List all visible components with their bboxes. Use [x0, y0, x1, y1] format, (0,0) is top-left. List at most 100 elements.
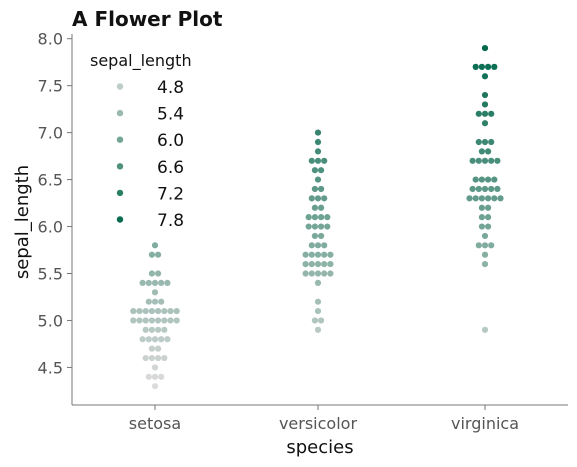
data-point: [479, 214, 485, 220]
data-point: [315, 261, 321, 267]
data-point: [482, 101, 488, 107]
data-point: [306, 223, 312, 229]
data-point: [321, 261, 327, 267]
data-point: [479, 64, 485, 70]
data-point: [473, 195, 479, 201]
data-point: [152, 383, 158, 389]
data-point: [152, 289, 158, 295]
data-point: [476, 111, 482, 117]
data-point: [152, 374, 158, 380]
data-point: [466, 195, 472, 201]
data-point: [479, 148, 485, 154]
data-point: [482, 242, 488, 248]
chart-title: A Flower Plot: [72, 7, 223, 31]
y-axis: 4.5 5.0 5.5 6.0 6.5 7.0 7.5 8.0: [38, 30, 72, 405]
y-tick-label: 5.0: [38, 311, 63, 330]
data-point: [491, 176, 497, 182]
data-point: [482, 111, 488, 117]
data-point: [140, 280, 146, 286]
data-point: [143, 327, 149, 333]
data-point: [470, 158, 476, 164]
legend-title: sepal_length: [90, 51, 192, 71]
data-point: [312, 186, 318, 192]
data-point: [324, 223, 330, 229]
legend-marker: [117, 163, 123, 169]
legend-marker: [117, 216, 123, 222]
data-point: [485, 223, 491, 229]
data-point: [315, 242, 321, 248]
data-point: [152, 242, 158, 248]
data-point: [149, 252, 155, 258]
x-tick-label: versicolor: [279, 414, 357, 433]
data-point: [482, 158, 488, 164]
data-point: [482, 233, 488, 239]
data-point: [321, 252, 327, 258]
data-point: [327, 252, 333, 258]
data-point: [315, 308, 321, 314]
data-point: [476, 158, 482, 164]
x-tick-label: virginica: [451, 414, 519, 433]
data-point: [324, 214, 330, 220]
data-point: [318, 214, 324, 220]
data-point: [488, 158, 494, 164]
data-point: [327, 261, 333, 267]
y-tick-label: 6.0: [38, 218, 63, 237]
data-point: [146, 374, 152, 380]
data-point: [164, 280, 170, 286]
data-point: [315, 130, 321, 136]
data-point: [306, 214, 312, 220]
legend-entries: 4.8 5.4 6.0 6.6 7.2 7.8: [117, 78, 184, 231]
data-point: [485, 148, 491, 154]
data-point: [155, 355, 161, 361]
data-point: [155, 270, 161, 276]
data-point: [476, 139, 482, 145]
data-point: [318, 223, 324, 229]
data-point: [161, 355, 167, 361]
data-point: [476, 186, 482, 192]
legend-label: 6.6: [157, 158, 184, 178]
data-point: [149, 270, 155, 276]
data-point: [149, 317, 155, 323]
data-point: [152, 336, 158, 342]
y-tick-label: 8.0: [38, 30, 63, 49]
data-point: [482, 73, 488, 79]
data-point: [315, 252, 321, 258]
data-point: [152, 364, 158, 370]
data-point: [315, 270, 321, 276]
x-axis: setosa versicolor virginica: [72, 405, 568, 433]
data-point: [155, 252, 161, 258]
data-point: [482, 252, 488, 258]
data-point: [485, 64, 491, 70]
data-point: [318, 167, 324, 173]
data-point: [167, 317, 173, 323]
data-point: [303, 261, 309, 267]
data-point: [315, 158, 321, 164]
legend-label: 6.0: [157, 131, 184, 151]
data-point: [494, 158, 500, 164]
data-point: [482, 186, 488, 192]
y-tick-label: 5.5: [38, 265, 63, 284]
data-point: [158, 280, 164, 286]
data-point: [485, 205, 491, 211]
data-point: [158, 336, 164, 342]
data-point: [482, 327, 488, 333]
data-point: [312, 223, 318, 229]
legend-marker: [117, 110, 123, 116]
data-point: [482, 139, 488, 145]
data-point: [309, 270, 315, 276]
data-point: [309, 252, 315, 258]
swarm-points: [130, 45, 503, 389]
data-point: [161, 327, 167, 333]
data-point: [155, 317, 161, 323]
data-point: [482, 120, 488, 126]
data-point: [143, 308, 149, 314]
data-point: [174, 317, 180, 323]
data-point: [312, 317, 318, 323]
data-point: [309, 195, 315, 201]
data-point: [315, 299, 321, 305]
data-point: [312, 167, 318, 173]
data-point: [312, 205, 318, 211]
data-point: [312, 214, 318, 220]
data-point: [318, 186, 324, 192]
